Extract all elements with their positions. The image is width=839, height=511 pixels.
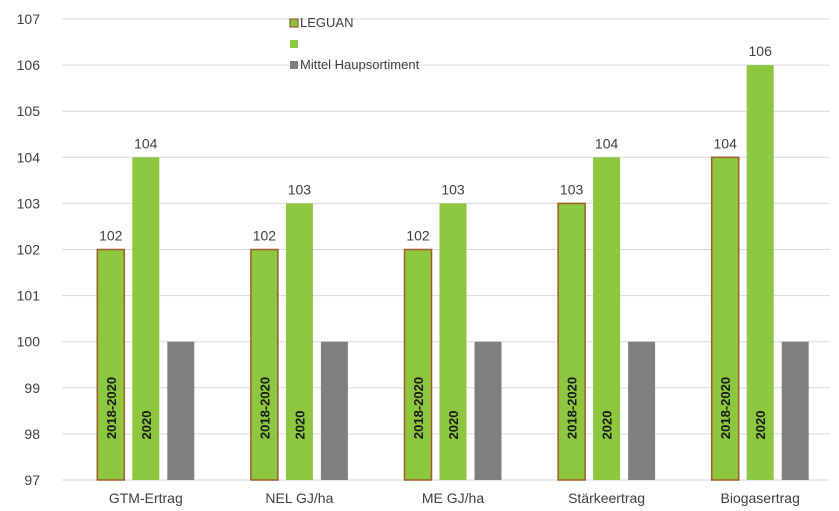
y-tick-label: 105 bbox=[17, 103, 41, 119]
legend: LEGUAN Mittel Haupsortiment bbox=[289, 15, 420, 72]
y-tick-label: 97 bbox=[24, 472, 40, 488]
bars: 2018-2020 102 2020 104 2018-2020 102 2020 103 20… bbox=[96, 43, 809, 481]
data-label: 104 bbox=[134, 135, 158, 151]
data-label: 104 bbox=[714, 135, 738, 151]
y-tick-label: 101 bbox=[17, 288, 41, 304]
x-tick-label: NEL GJ/ha bbox=[265, 490, 333, 506]
bar-period-label: 2018-2020 bbox=[104, 377, 119, 439]
bar-period-label: 2020 bbox=[753, 411, 768, 440]
bar bbox=[593, 157, 621, 481]
bar bbox=[628, 341, 656, 480]
legend-label: Mittel Haupsortiment bbox=[300, 57, 420, 72]
bar-period-label: 2018-2020 bbox=[411, 377, 426, 439]
data-label: 102 bbox=[406, 228, 430, 244]
legend-swatch bbox=[290, 40, 298, 48]
bar-period-label: 2020 bbox=[446, 411, 461, 440]
y-tick-label: 98 bbox=[24, 426, 40, 442]
bar bbox=[285, 203, 313, 480]
data-label: 104 bbox=[595, 135, 619, 151]
y-tick-label: 106 bbox=[17, 57, 41, 73]
bar bbox=[132, 157, 160, 481]
data-label: 103 bbox=[441, 181, 465, 197]
bar bbox=[746, 65, 774, 480]
bar-period-label: 2020 bbox=[139, 411, 154, 440]
bar bbox=[250, 248, 279, 481]
x-tick-label: Stärkeertrag bbox=[568, 490, 645, 506]
data-label: 102 bbox=[99, 228, 123, 244]
x-tick-label: Biogasertrag bbox=[721, 490, 800, 506]
bar-period-label: 2018-2020 bbox=[565, 377, 580, 439]
bar bbox=[96, 248, 126, 481]
bar bbox=[781, 341, 809, 480]
y-axis: 97 98 99 100 101 102 103 104 105 106 107 bbox=[17, 11, 41, 488]
legend-label: LEGUAN bbox=[300, 15, 353, 30]
data-label: 103 bbox=[560, 181, 584, 197]
legend-swatch bbox=[289, 18, 299, 28]
bar-period-label: 2018-2020 bbox=[257, 377, 272, 439]
y-tick-label: 104 bbox=[17, 149, 41, 165]
y-tick-label: 100 bbox=[17, 334, 41, 350]
y-tick-label: 102 bbox=[17, 242, 41, 258]
bar-period-label: 2018-2020 bbox=[718, 377, 733, 439]
legend-swatch bbox=[290, 61, 298, 69]
bar bbox=[439, 203, 467, 480]
data-label: 102 bbox=[253, 228, 277, 244]
bar bbox=[403, 248, 433, 481]
bar-period-label: 2020 bbox=[292, 411, 307, 440]
data-label: 106 bbox=[749, 43, 773, 59]
y-tick-label: 107 bbox=[17, 11, 41, 27]
bar bbox=[320, 341, 348, 480]
bar-period-label: 2020 bbox=[600, 411, 615, 440]
data-label: 103 bbox=[288, 181, 312, 197]
y-tick-label: 103 bbox=[17, 195, 41, 211]
x-tick-label: ME GJ/ha bbox=[422, 490, 484, 506]
x-axis: GTM-Ertrag NEL GJ/ha ME GJ/ha Stärkeertrag B… bbox=[109, 490, 800, 506]
bar bbox=[167, 341, 195, 480]
bar bbox=[557, 202, 586, 481]
y-tick-label: 99 bbox=[24, 380, 40, 396]
bar bbox=[710, 156, 740, 481]
bar bbox=[474, 341, 502, 480]
x-tick-label: GTM-Ertrag bbox=[109, 490, 183, 506]
